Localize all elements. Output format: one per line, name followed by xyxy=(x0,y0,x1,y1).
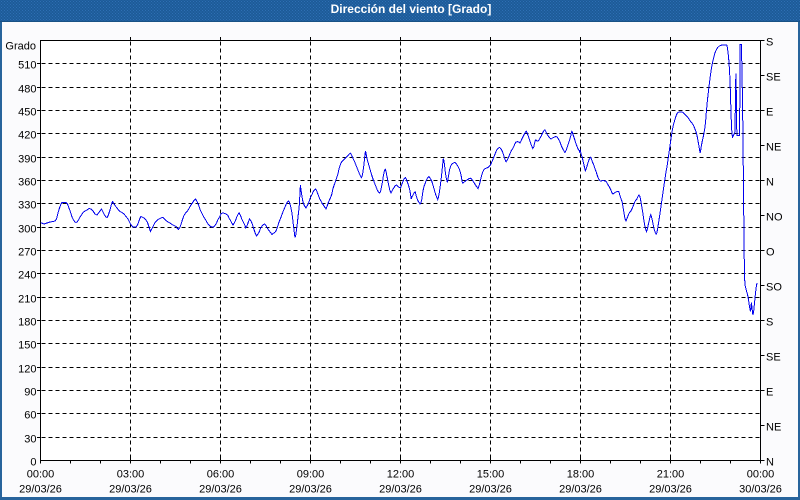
svg-text:0: 0 xyxy=(30,457,36,469)
svg-text:21:00: 21:00 xyxy=(657,469,685,481)
svg-text:29/03/26: 29/03/26 xyxy=(109,484,152,496)
svg-text:420: 420 xyxy=(18,130,36,142)
svg-text:SE: SE xyxy=(766,352,781,364)
svg-text:510: 510 xyxy=(18,60,36,72)
svg-text:60: 60 xyxy=(24,410,36,422)
svg-text:480: 480 xyxy=(18,84,36,96)
svg-text:N: N xyxy=(766,177,774,189)
svg-text:150: 150 xyxy=(18,340,36,352)
svg-text:E: E xyxy=(766,107,773,119)
svg-text:360: 360 xyxy=(18,177,36,189)
svg-text:29/03/26: 29/03/26 xyxy=(469,484,512,496)
svg-text:29/03/26: 29/03/26 xyxy=(379,484,422,496)
svg-text:29/03/26: 29/03/26 xyxy=(289,484,332,496)
svg-text:SE: SE xyxy=(766,72,781,84)
svg-text:12:00: 12:00 xyxy=(387,469,415,481)
svg-text:450: 450 xyxy=(18,107,36,119)
svg-text:S: S xyxy=(766,317,773,329)
svg-text:270: 270 xyxy=(18,247,36,259)
svg-text:330: 330 xyxy=(18,200,36,212)
svg-text:300: 300 xyxy=(18,224,36,236)
svg-text:03:00: 03:00 xyxy=(117,469,145,481)
svg-text:30: 30 xyxy=(24,434,36,446)
svg-text:29/03/26: 29/03/26 xyxy=(559,484,602,496)
svg-text:90: 90 xyxy=(24,387,36,399)
svg-text:120: 120 xyxy=(18,364,36,376)
svg-text:29/03/26: 29/03/26 xyxy=(649,484,692,496)
svg-text:29/03/26: 29/03/26 xyxy=(19,484,62,496)
svg-text:210: 210 xyxy=(18,294,36,306)
svg-text:S: S xyxy=(766,37,773,49)
svg-text:N: N xyxy=(766,457,774,469)
svg-text:29/03/26: 29/03/26 xyxy=(199,484,242,496)
svg-text:NE: NE xyxy=(766,422,781,434)
svg-text:00:00: 00:00 xyxy=(747,469,775,481)
svg-text:180: 180 xyxy=(18,317,36,329)
svg-text:18:00: 18:00 xyxy=(567,469,595,481)
svg-text:NE: NE xyxy=(766,142,781,154)
svg-text:O: O xyxy=(766,247,775,259)
svg-text:15:00: 15:00 xyxy=(477,469,505,481)
svg-text:00:00: 00:00 xyxy=(27,469,55,481)
svg-text:Grado: Grado xyxy=(5,41,36,53)
svg-text:NO: NO xyxy=(766,212,783,224)
svg-text:SO: SO xyxy=(766,282,782,294)
svg-text:390: 390 xyxy=(18,154,36,166)
svg-text:30/03/26: 30/03/26 xyxy=(739,484,782,496)
svg-text:09:00: 09:00 xyxy=(297,469,325,481)
svg-text:E: E xyxy=(766,387,773,399)
svg-text:06:00: 06:00 xyxy=(207,469,235,481)
svg-text:240: 240 xyxy=(18,270,36,282)
